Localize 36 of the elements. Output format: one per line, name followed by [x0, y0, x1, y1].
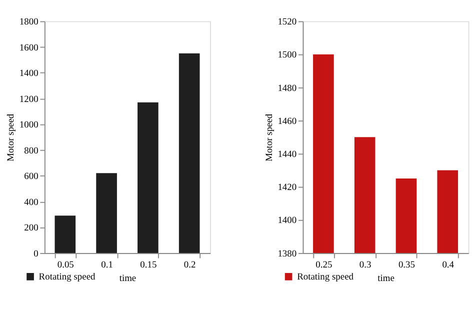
x-tick-label: 0.15	[140, 260, 157, 271]
x-tick-label: 0.05	[57, 260, 74, 271]
y-tick-label: 1440	[278, 150, 297, 160]
y-tick-label: 1400	[278, 216, 297, 226]
y-tick-label: 1600	[19, 43, 39, 54]
bar	[138, 102, 158, 254]
legend-label: Rotating speed	[38, 272, 96, 283]
y-tick-label: 200	[24, 224, 39, 234]
y-tick-label: 1520	[278, 18, 297, 28]
y-tick-label: 1800	[19, 18, 39, 28]
y-axis-title: Motor speed	[6, 114, 17, 162]
y-tick-label: 1480	[278, 84, 297, 94]
x-tick-label: 0.4	[442, 260, 454, 271]
y-tick-label: 1000	[19, 120, 39, 131]
x-tick-label: 0.2	[184, 260, 196, 271]
x-tick-label: 0.3	[359, 260, 372, 271]
x-tick-label: 0.35	[398, 260, 416, 271]
y-tick-label: 1500	[278, 50, 297, 61]
legend-label: Rotating speed	[297, 272, 354, 283]
y-tick-label: 1380	[278, 249, 297, 260]
bar	[178, 53, 200, 254]
y-axis-title: Motor speed	[265, 114, 276, 162]
y-tick-label: 1420	[278, 183, 297, 194]
bar	[54, 216, 76, 254]
y-tick-label: 1400	[19, 69, 39, 80]
y-tick-label: 600	[24, 172, 39, 182]
bar	[96, 173, 117, 254]
y-tick-label: 0	[34, 249, 39, 260]
y-tick-label: 800	[24, 146, 39, 156]
y-tick-label: 1460	[278, 116, 297, 127]
x-axis-title: time	[119, 274, 136, 284]
y-tick-label: 400	[24, 198, 39, 208]
x-axis-title: time	[378, 274, 394, 284]
x-tick-label: 0.1	[101, 260, 114, 271]
y-tick-label: 1200	[19, 94, 39, 105]
x-tick-label: 0.25	[316, 260, 332, 271]
